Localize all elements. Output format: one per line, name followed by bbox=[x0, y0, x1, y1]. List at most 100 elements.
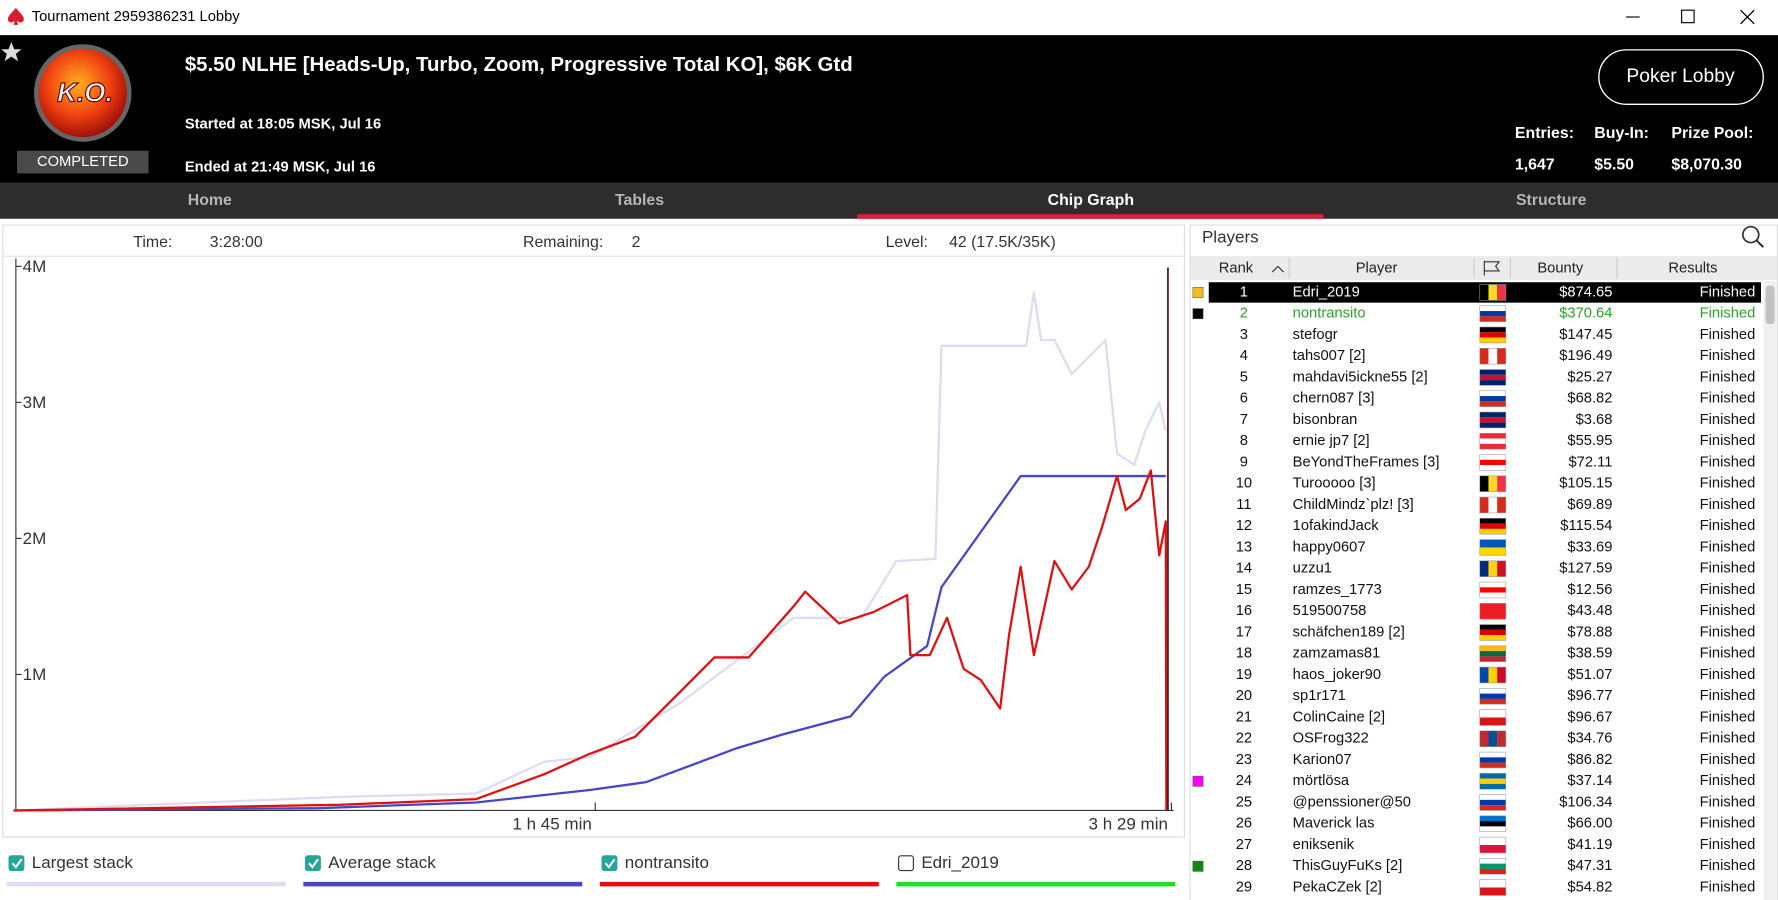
rank[interactable]: 20 bbox=[1236, 688, 1252, 704]
player-name[interactable]: zamzamas81 bbox=[1293, 646, 1381, 662]
rank[interactable]: 11 bbox=[1236, 497, 1251, 513]
result[interactable]: Finished bbox=[1700, 391, 1756, 407]
legend-check[interactable] bbox=[604, 858, 616, 869]
player-name[interactable]: 1ofakindJack bbox=[1293, 518, 1380, 534]
player-name[interactable]: 519500758 bbox=[1293, 603, 1367, 619]
rank[interactable]: 16 bbox=[1236, 603, 1252, 619]
rank[interactable]: 14 bbox=[1236, 561, 1252, 577]
player-name[interactable]: mörtlösa bbox=[1293, 773, 1350, 789]
legend-label[interactable]: Edri_2019 bbox=[921, 853, 999, 872]
result[interactable]: Finished bbox=[1700, 709, 1756, 725]
result[interactable]: Finished bbox=[1700, 476, 1756, 492]
player-name[interactable]: eniksenik bbox=[1293, 837, 1355, 853]
player-name[interactable]: nontransito bbox=[1293, 306, 1366, 322]
bounty[interactable]: $33.69 bbox=[1567, 539, 1612, 555]
scrollbar[interactable] bbox=[1763, 281, 1777, 900]
legend-checkbox[interactable] bbox=[898, 855, 914, 872]
search-icon[interactable] bbox=[1741, 225, 1760, 244]
result[interactable]: Finished bbox=[1700, 327, 1756, 343]
player-name[interactable]: stefogr bbox=[1293, 327, 1338, 343]
rank[interactable]: 27 bbox=[1236, 837, 1252, 853]
bounty[interactable]: $54.82 bbox=[1567, 879, 1612, 895]
bounty[interactable]: $68.82 bbox=[1567, 391, 1612, 407]
legend-checkbox[interactable] bbox=[8, 855, 25, 872]
rank[interactable]: 6 bbox=[1240, 391, 1248, 407]
tab[interactable]: Chip Graph bbox=[1048, 192, 1134, 209]
bounty[interactable]: $25.27 bbox=[1567, 369, 1612, 385]
player-name[interactable]: mahdavi5ickne55 [2] bbox=[1293, 369, 1428, 385]
result[interactable]: Finished bbox=[1700, 688, 1756, 704]
player-name[interactable]: Karion07 bbox=[1293, 752, 1352, 768]
rank[interactable]: 29 bbox=[1236, 879, 1252, 895]
rank[interactable]: 25 bbox=[1236, 794, 1252, 810]
player-name[interactable]: haos_joker90 bbox=[1293, 667, 1381, 683]
result[interactable]: Finished bbox=[1700, 518, 1756, 534]
column-header[interactable]: Bounty bbox=[1537, 261, 1583, 277]
bounty[interactable]: $12.56 bbox=[1567, 582, 1612, 598]
bounty[interactable]: $34.76 bbox=[1567, 731, 1612, 747]
rank[interactable]: 3 bbox=[1240, 327, 1248, 343]
tab[interactable]: Structure bbox=[1516, 192, 1587, 209]
rank[interactable]: 12 bbox=[1236, 518, 1252, 534]
result[interactable]: Finished bbox=[1700, 773, 1756, 789]
result[interactable]: Finished bbox=[1700, 582, 1756, 598]
tab[interactable]: Tables bbox=[615, 192, 664, 209]
legend-label[interactable]: nontransito bbox=[625, 853, 709, 872]
result[interactable]: Finished bbox=[1700, 561, 1756, 577]
rank[interactable]: 13 bbox=[1236, 539, 1252, 555]
player-name[interactable]: schäfchen189 [2] bbox=[1293, 624, 1405, 640]
player-name[interactable]: @penssioner@50 bbox=[1293, 794, 1411, 810]
player-name[interactable]: BeYondTheFrames [3] bbox=[1293, 454, 1440, 470]
result[interactable]: Finished bbox=[1700, 837, 1756, 853]
bounty[interactable]: $86.82 bbox=[1567, 752, 1612, 768]
player-name[interactable]: ChildMindz`plz! [3] bbox=[1293, 497, 1414, 513]
bounty[interactable]: $43.48 bbox=[1567, 603, 1612, 619]
rank[interactable]: 2 bbox=[1240, 306, 1248, 322]
result[interactable]: Finished bbox=[1700, 369, 1756, 385]
rank[interactable]: 18 bbox=[1236, 646, 1252, 662]
player-name[interactable]: Turooooo [3] bbox=[1293, 476, 1376, 492]
rank[interactable]: 17 bbox=[1236, 624, 1252, 640]
rank[interactable]: 7 bbox=[1240, 412, 1248, 428]
bounty[interactable]: $105.15 bbox=[1559, 476, 1612, 492]
bounty[interactable]: $66.00 bbox=[1567, 816, 1612, 832]
result[interactable]: Finished bbox=[1700, 624, 1756, 640]
player-name[interactable]: PekaCZek [2] bbox=[1293, 879, 1382, 895]
legend-checkbox[interactable] bbox=[601, 855, 618, 872]
result[interactable]: Finished bbox=[1700, 858, 1756, 874]
legend-label[interactable]: Largest stack bbox=[32, 853, 134, 872]
search-icon-handle[interactable] bbox=[1755, 239, 1764, 248]
column-header[interactable]: Results bbox=[1668, 261, 1717, 277]
poker-lobby-label[interactable]: Poker Lobby bbox=[1626, 66, 1735, 87]
player-name[interactable]: ThisGuyFuKs [2] bbox=[1293, 858, 1403, 874]
result[interactable]: Finished bbox=[1700, 646, 1756, 662]
bounty[interactable]: $96.77 bbox=[1567, 688, 1612, 704]
rank[interactable]: 24 bbox=[1236, 773, 1252, 789]
player-name[interactable]: ernie jp7 [2] bbox=[1293, 433, 1370, 449]
column-header[interactable]: Player bbox=[1356, 261, 1398, 277]
result[interactable]: Finished bbox=[1700, 433, 1756, 449]
bounty[interactable]: $72.11 bbox=[1569, 454, 1613, 470]
rank[interactable]: 1 bbox=[1240, 284, 1248, 300]
player-name[interactable]: Maverick las bbox=[1293, 816, 1375, 832]
bounty[interactable]: $196.49 bbox=[1559, 348, 1612, 364]
rank[interactable]: 15 bbox=[1236, 582, 1252, 598]
bounty[interactable]: $41.19 bbox=[1567, 837, 1612, 853]
result[interactable]: Finished bbox=[1700, 454, 1756, 470]
rank[interactable]: 5 bbox=[1240, 369, 1248, 385]
bounty[interactable]: $115.54 bbox=[1560, 518, 1612, 534]
legend-check[interactable] bbox=[308, 858, 319, 869]
bounty[interactable]: $55.95 bbox=[1567, 433, 1612, 449]
rank[interactable]: 23 bbox=[1236, 752, 1252, 768]
result[interactable]: Finished bbox=[1700, 731, 1756, 747]
player-name[interactable]: sp1r171 bbox=[1293, 688, 1346, 704]
tab[interactable]: Home bbox=[188, 192, 232, 209]
result[interactable]: Finished bbox=[1700, 879, 1756, 895]
rank[interactable]: 26 bbox=[1236, 816, 1252, 832]
result[interactable]: Finished bbox=[1700, 412, 1756, 428]
player-name[interactable]: bisonbran bbox=[1293, 412, 1358, 428]
player-name[interactable]: chern087 [3] bbox=[1293, 391, 1375, 407]
bounty[interactable]: $3.68 bbox=[1576, 412, 1613, 428]
bounty[interactable]: $78.88 bbox=[1567, 624, 1612, 640]
maximize-button[interactable] bbox=[1681, 9, 1695, 24]
